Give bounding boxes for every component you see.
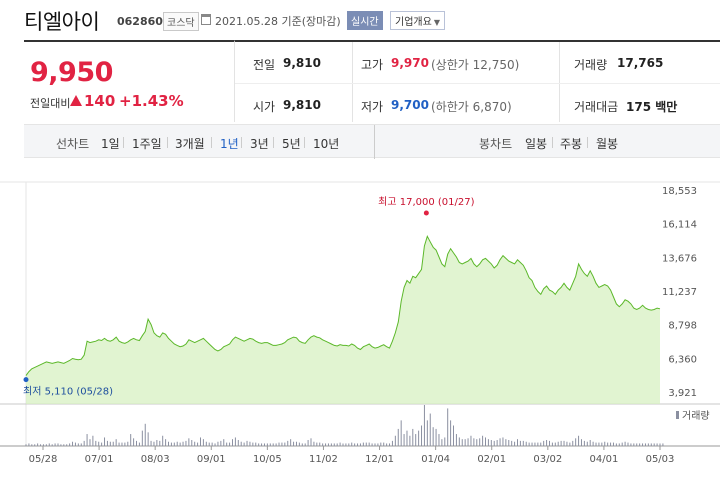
price-chart[interactable]: 18,55316,11413,67611,2378,7986,3603,921 … <box>0 170 720 479</box>
x-tick-label: 12/01 <box>365 454 394 465</box>
x-tick-label: 10/05 <box>253 454 282 465</box>
change-label: 전일대비 <box>30 97 71 110</box>
divider <box>587 137 588 148</box>
tab-3y[interactable]: 3년 <box>250 137 269 151</box>
high-marker <box>423 210 429 216</box>
divider <box>235 83 720 84</box>
price-line <box>25 234 661 376</box>
company-overview-dropdown[interactable]: 기업개요 ▼ <box>390 11 445 30</box>
realtime-button[interactable]: 실시간 <box>347 11 383 30</box>
low-label: 저가 <box>361 100 384 114</box>
divider <box>352 42 353 122</box>
chevron-down-icon: ▼ <box>433 18 440 27</box>
y-tick-label: 13,676 <box>662 253 697 264</box>
y-tick-label: 6,360 <box>668 354 697 365</box>
price-change-rate: +1.43% <box>119 92 184 110</box>
divider <box>167 137 168 148</box>
calendar-icon <box>201 14 211 25</box>
divider <box>211 137 212 148</box>
x-tick-label: 03/02 <box>533 454 562 465</box>
x-tick-label: 07/01 <box>85 454 114 465</box>
divider <box>374 125 375 159</box>
tab-10y[interactable]: 10년 <box>313 137 340 151</box>
lower-limit: (하한가 6,870) <box>431 100 512 114</box>
volume-legend-swatch <box>676 411 679 419</box>
divider <box>559 42 560 122</box>
y-tick-label: 16,114 <box>662 220 697 231</box>
amount-value: 175 백만 <box>626 100 678 114</box>
y-tick-label: 11,237 <box>662 287 697 298</box>
y-tick-label: 18,553 <box>662 186 697 197</box>
tab-daily-candle[interactable]: 일봉 <box>525 137 548 151</box>
tab-monthly-candle[interactable]: 월봉 <box>596 137 619 151</box>
low-marker <box>23 377 29 383</box>
tab-1y[interactable]: 1년 <box>220 137 239 151</box>
stock-code: 062860 <box>117 15 163 28</box>
chart-period-tabs: 선차트 1일 1주일 3개월 1년 3년 5년 10년 봉차트 일봉 주봉 월봉 <box>24 124 720 159</box>
price-change: 140 <box>84 92 116 110</box>
low-value: 9,700 <box>391 98 429 112</box>
open-value: 9,810 <box>283 98 321 112</box>
divider <box>273 137 274 148</box>
open-label: 시가 <box>253 100 276 114</box>
x-tick-label: 02/01 <box>477 454 506 465</box>
up-arrow-icon <box>70 95 82 106</box>
divider <box>123 137 124 148</box>
divider <box>304 137 305 148</box>
market-badge: 코스닥 <box>163 12 199 31</box>
tab-3m[interactable]: 3개월 <box>175 137 205 151</box>
quote-info-grid: 전일 9,810 고가 9,970 (상한가 12,750) 거래량 17,76… <box>234 40 720 122</box>
high-annotation: 최고 17,000 (01/27) <box>378 196 474 208</box>
prev-close-value: 9,810 <box>283 56 321 70</box>
tab-weekly-candle[interactable]: 주봉 <box>560 137 583 151</box>
volume-legend: 거래량 <box>682 410 710 422</box>
prev-close-label: 전일 <box>253 58 276 72</box>
amount-label: 거래대금 <box>574 100 619 114</box>
quote-date: 2021.05.28 기준(장마감) <box>215 15 341 28</box>
divider <box>552 137 553 148</box>
volume-value: 17,765 <box>617 56 664 70</box>
x-tick-label: 01/04 <box>421 454 450 465</box>
x-tick-label: 05/28 <box>29 454 58 465</box>
tab-1d[interactable]: 1일 <box>101 137 120 151</box>
candle-chart-label: 봉차트 <box>479 137 513 151</box>
high-value: 9,970 <box>391 56 429 70</box>
tab-5y[interactable]: 5년 <box>282 137 301 151</box>
line-chart-label: 선차트 <box>56 137 90 151</box>
divider <box>241 137 242 148</box>
x-tick-label: 05/03 <box>646 454 675 465</box>
x-tick-label: 08/03 <box>141 454 170 465</box>
high-label: 고가 <box>361 58 384 72</box>
x-tick-label: 04/01 <box>589 454 618 465</box>
price-area <box>26 236 660 404</box>
low-annotation: 최저 5,110 (05/28) <box>23 386 113 398</box>
price-summary: 9,950 전일대비 140 +1.43% <box>24 40 234 122</box>
current-price: 9,950 <box>30 57 113 88</box>
volume-label: 거래량 <box>574 58 608 72</box>
x-tick-label: 09/01 <box>197 454 226 465</box>
upper-limit: (상한가 12,750) <box>431 58 520 72</box>
x-tick-label: 11/02 <box>309 454 338 465</box>
y-tick-label: 8,798 <box>668 321 697 332</box>
y-tick-label: 3,921 <box>668 388 697 399</box>
stock-name: 티엘아이 <box>24 10 100 34</box>
tab-1w[interactable]: 1주일 <box>132 137 162 151</box>
stock-header: 티엘아이 062860 코스닥 2021.05.28 기준(장마감) 실시간 기… <box>0 0 720 40</box>
